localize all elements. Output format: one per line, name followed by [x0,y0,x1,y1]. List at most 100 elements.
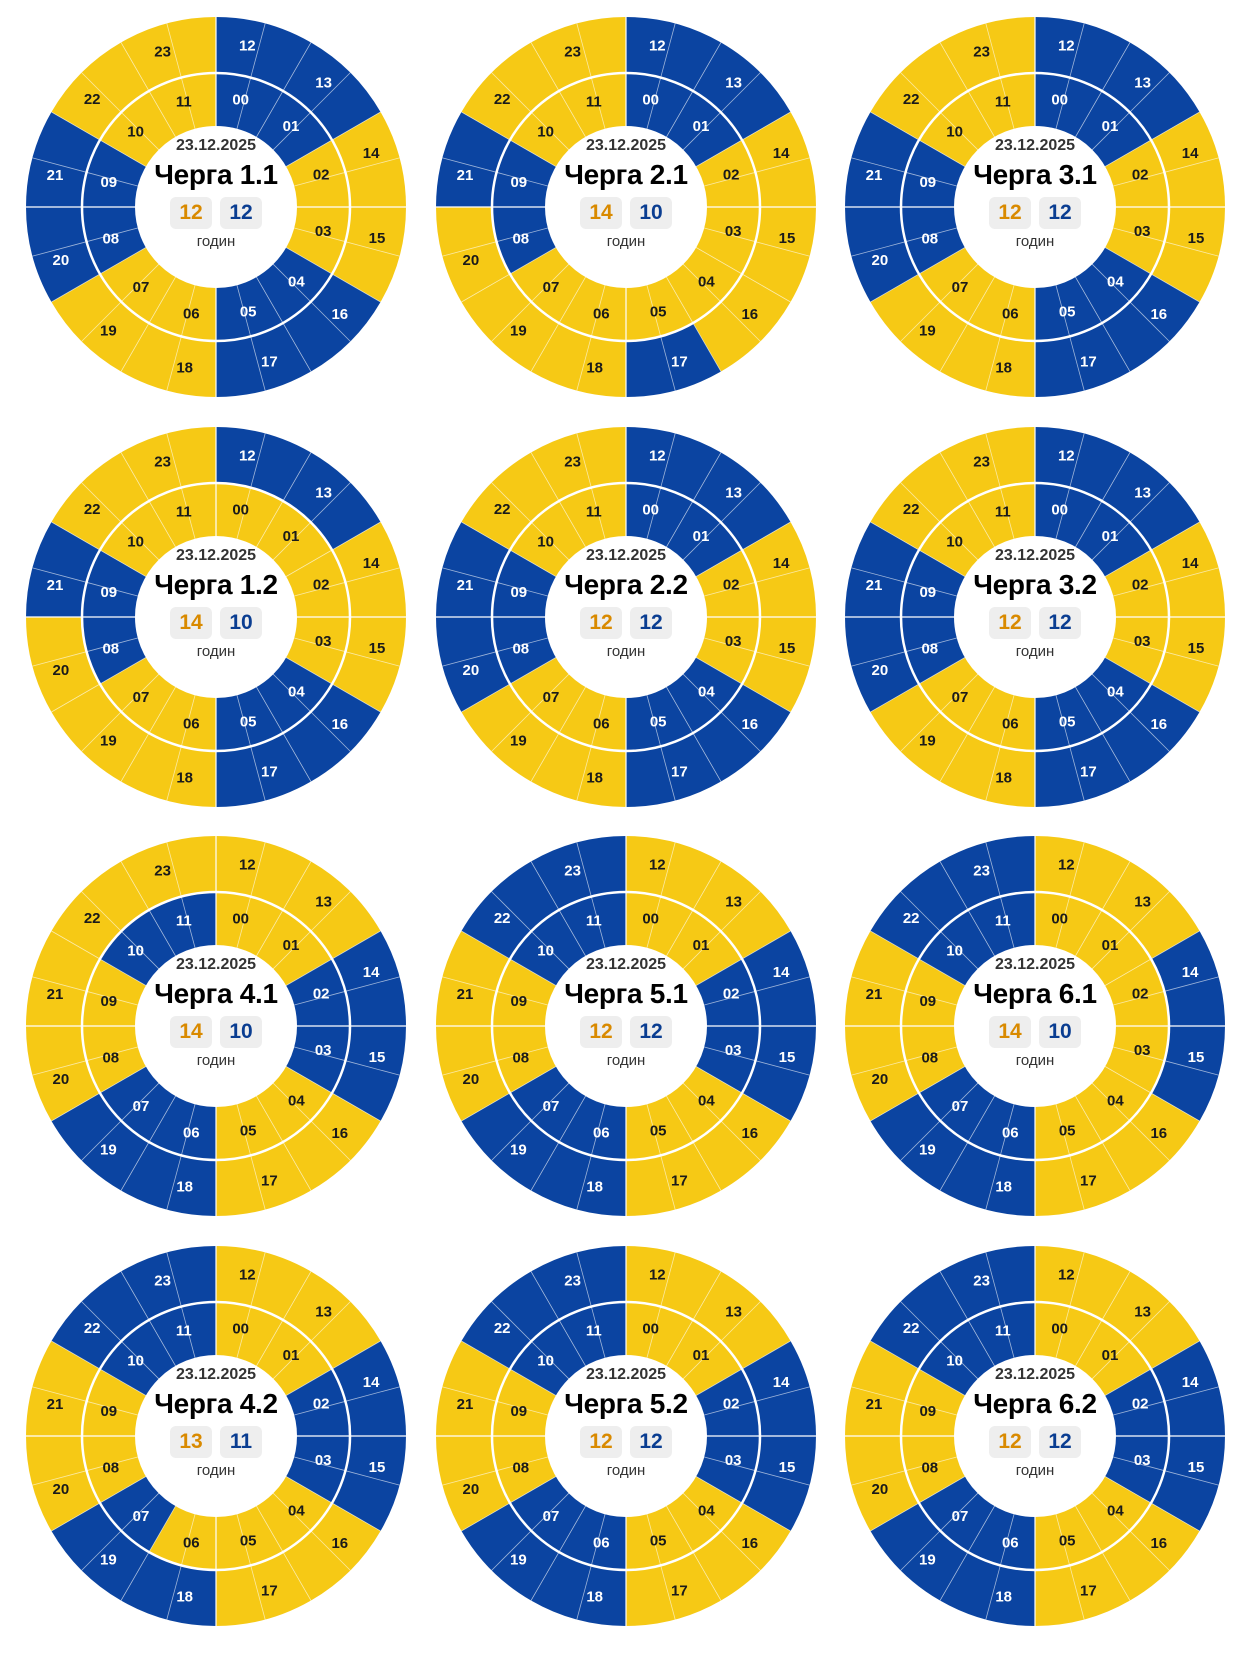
outer-tick [442,567,497,583]
hour-sector-08 [82,617,147,684]
inner-tick [918,1368,966,1397]
hour-label-11: 11 [586,93,602,110]
inner-tick [703,990,756,1006]
hour-sector-00 [216,892,283,957]
outer-tick [491,1530,532,1571]
hour-sector-06 [149,1095,216,1160]
inner-tick [1055,77,1071,130]
inner-tick [1091,930,1131,970]
hour-sector-03 [1104,207,1169,274]
hour-sector-00 [626,1302,693,1367]
inner-tick [1074,90,1103,138]
hour-label-12: 12 [649,1267,666,1284]
inner-tick [1112,227,1165,243]
hour-sector-06 [559,276,626,341]
hour-sector-02 [1104,140,1169,207]
inner-tick [665,1319,694,1367]
inner-tick [99,1475,147,1504]
outer-tick [491,301,532,342]
outer-tick [166,746,182,801]
hours-stats: 12 12 [546,607,706,639]
hour-label-01: 01 [283,1347,300,1364]
hour-label-13: 13 [725,75,742,92]
outer-tick [530,861,560,911]
hour-label-21: 21 [47,577,64,594]
inner-tick [86,171,139,187]
center-info: 23.12.2025 Черга 5.1 12 12 годин [546,953,706,1099]
hour-label-14: 14 [363,964,380,981]
inner-tick [148,1505,177,1553]
schedule-date: 23.12.2025 [994,137,1076,154]
hour-sector-17 [626,733,721,807]
outer-tick [692,452,722,502]
center-info: 23.12.2025 Черга 6.2 12 12 годин [955,1363,1115,1509]
hour-label-07: 07 [133,1098,150,1115]
hour-sector-15 [332,1436,406,1531]
hour-sector-06 [968,686,1035,751]
hour-label-13: 13 [725,894,742,911]
hour-label-15: 15 [1188,230,1205,247]
hour-sector-12 [1035,1246,1130,1320]
outer-tick [331,273,381,303]
hour-sector-06 [559,686,626,751]
hour-label-17: 17 [261,764,278,781]
hour-sector-05 [1035,686,1102,751]
inner-tick [285,246,333,275]
hour-label-22: 22 [494,501,511,518]
inner-tick [999,694,1015,747]
hour-label-00: 00 [232,501,249,518]
queue-dial: 00 01 02 03 04 05 06 07 08 09 10 11 12 13 14 15 16 17 18 19… [16,826,416,1226]
hour-sector-02 [1104,550,1169,617]
inner-tick [120,263,160,303]
inner-tick [86,1046,139,1062]
hour-label-16: 16 [1150,306,1167,323]
hour-label-18: 18 [995,1179,1012,1196]
outer-tick [282,1141,312,1191]
hours-unit-label: годин [606,233,646,250]
outer-tick [939,861,969,911]
power-on-hours-badge: 12 [580,607,622,639]
outer-tick [985,1565,1001,1620]
hour-label-00: 00 [642,910,659,927]
outer-tick [870,1092,920,1122]
hour-label-18: 18 [176,770,193,787]
inner-tick [496,637,549,653]
inner-tick [558,909,587,957]
hour-label-13: 13 [1134,1304,1151,1321]
hour-label-14: 14 [1182,145,1199,162]
hour-sector-23 [940,836,1035,910]
hour-label-03: 03 [725,633,742,650]
inner-tick [180,77,196,130]
hour-label-08: 08 [512,1460,529,1477]
inner-tick [285,958,333,987]
hour-sector-15 [332,617,406,712]
power-on-hours-badge: 14 [170,607,212,639]
hour-label-02: 02 [1132,985,1149,1002]
inner-tick [665,909,694,957]
hour-sector-05 [626,1505,693,1570]
outer-tick [51,521,101,551]
inner-tick [236,284,252,337]
hour-sector-15 [742,617,816,712]
outer-tick [1069,23,1085,78]
hour-label-03: 03 [315,633,332,650]
hour-label-09: 09 [510,174,527,191]
hour-label-23: 23 [564,43,581,60]
inner-tick [285,1065,333,1094]
hour-label-17: 17 [671,354,688,371]
inner-tick [999,896,1015,949]
hours-stats: 14 10 [955,1016,1115,1048]
hour-label-18: 18 [995,770,1012,787]
hour-label-01: 01 [283,528,300,545]
outer-tick [692,1551,722,1601]
hour-sector-21 [845,931,919,1026]
hour-label-06: 06 [183,716,200,733]
center-disc [135,536,297,698]
queue-title: Черга 6.1 [973,978,1097,1009]
inner-tick [905,227,958,243]
hour-label-04: 04 [288,1503,305,1520]
hour-label-22: 22 [494,1320,511,1337]
outer-tick [32,567,87,583]
hour-label-01: 01 [693,937,710,954]
hour-label-03: 03 [725,223,742,240]
